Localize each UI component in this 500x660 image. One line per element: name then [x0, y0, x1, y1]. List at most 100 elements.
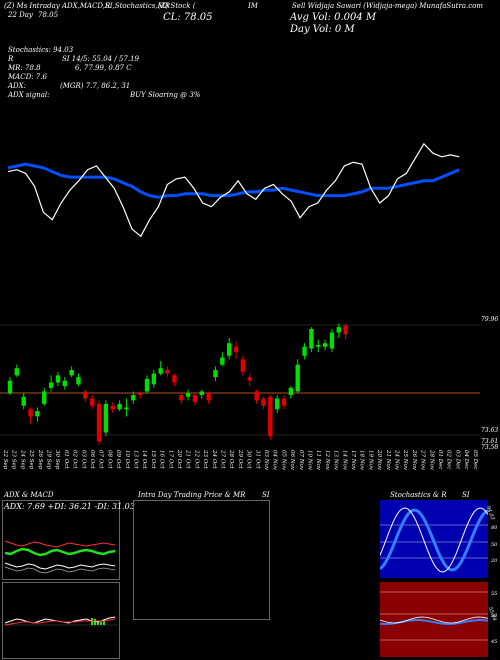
minus-di-line [4, 540, 116, 548]
header-last: 78.05 [38, 11, 59, 19]
stochastics-chart [380, 500, 489, 578]
adx-label: ADX: [8, 82, 27, 90]
date-tick-label: 28 Nov [428, 449, 434, 470]
mrsi-value: MR: 78.8 [8, 64, 41, 72]
price-label-low1: 73.63 [481, 427, 499, 434]
avg-volume: Avg Vol: 0.004 M [290, 12, 377, 23]
date-tick-label: 31 Oct [254, 450, 260, 469]
date-tick-label: 11 Nov [315, 450, 321, 470]
date-tick-label: 23 Sep [11, 449, 17, 470]
candle-body [55, 375, 61, 383]
mrsi-values: 6, 77.99, 0.87 C [75, 64, 132, 72]
adx-chart [4, 540, 116, 574]
date-tick-label: 05 Dec [472, 450, 478, 470]
stochastics-value: Stochastics: 94.03 [8, 46, 74, 54]
date-tick-label: 03 Nov [263, 450, 269, 470]
date-tick-label: 24 Oct [211, 449, 217, 469]
close-price: CL: 78.05 [163, 12, 213, 23]
date-tick-label: 17 Oct [167, 450, 173, 469]
date-tick-label: 29 Sep [46, 449, 52, 470]
date-tick-label: 20 Nov [376, 449, 382, 470]
candle-body [247, 377, 252, 381]
candle-body [336, 327, 341, 333]
date-tick-label: 24 Sep [19, 449, 25, 470]
header-title: (Z) Ms Intraday ADX,MACD,R [4, 2, 111, 10]
header-code: IM [248, 2, 258, 10]
date-tick-label: 19 Nov [367, 450, 373, 470]
candle-body [185, 393, 191, 397]
candle-body [316, 345, 321, 347]
date-tick-label: 25 Nov [402, 449, 408, 470]
candle-body [28, 409, 33, 417]
date-tick-label: 06 Oct [89, 450, 95, 469]
candle-body [48, 382, 54, 388]
date-tick-label: 01 Oct [63, 450, 69, 469]
stoch-level-50: 50 [491, 542, 498, 548]
date-tick-label: 26 Nov [411, 449, 417, 470]
adx-line [4, 562, 116, 570]
header-indicators: SI,Stochastics,MR [105, 2, 171, 10]
date-tick-label: 18 Nov [359, 450, 365, 470]
date-tick-label: 03 Oct [80, 450, 86, 469]
rsi-line [380, 616, 489, 624]
date-tick-label: 02 Dec [446, 450, 452, 470]
candle-body [274, 398, 280, 410]
candle-body [295, 364, 300, 392]
candle-body [103, 403, 109, 433]
date-tick-label: 13 Nov [333, 450, 339, 470]
intraday-panel-title: Intra Day Trading Price & MR [138, 491, 246, 499]
rsi-level-50: 50 [491, 613, 498, 619]
candle-body [261, 398, 266, 406]
date-tick-label: 04 Nov [272, 450, 278, 470]
date-tick-label: 23 Oct [202, 449, 208, 469]
candle-body [144, 378, 150, 392]
stoch-level-80: 80 [491, 525, 498, 531]
candle-body [110, 405, 115, 410]
candle-body [220, 357, 225, 365]
candle-body [117, 403, 122, 410]
rsi-level-55: 55 [491, 591, 498, 597]
adx-signal-label: ADX signal: [8, 91, 50, 99]
candle-body [329, 332, 335, 349]
candle-body [76, 377, 81, 385]
date-tick-label: 12 Nov [324, 450, 330, 470]
price-label-low3: 73.58 [481, 444, 499, 451]
candle-body [240, 359, 246, 372]
date-tick-label: 16 Oct [159, 450, 165, 469]
macd-value: MACD: 7.6 [8, 73, 47, 81]
date-tick-label: 07 Oct [98, 450, 104, 469]
date-tick-label: 21 Oct [185, 449, 191, 469]
candle-body [69, 370, 74, 376]
candle-body [268, 396, 273, 437]
candle-body [199, 391, 204, 395]
date-tick-label: 30 Oct [246, 450, 252, 469]
price-label-top: 79.96 [481, 316, 499, 323]
stoch-panel-title: Stochastics & R [390, 491, 447, 499]
date-tick-label: 10 Oct [124, 450, 130, 469]
intraday-panel-si: SI [262, 491, 270, 499]
candle-body [227, 343, 232, 356]
date-tick-label: 15 Oct [150, 450, 156, 469]
header-source: Sell Widjaja Sawari (Widjaja-mega) Munaf… [292, 2, 484, 10]
stoch-k-line [380, 507, 489, 573]
date-tick-label: 29 Oct [237, 449, 243, 469]
date-tick-label: 07 Nov [298, 450, 304, 470]
candle-body [35, 411, 40, 417]
macd-histogram-bar [103, 620, 105, 625]
stoch-level-20: 20 [491, 558, 498, 564]
candle-body [343, 325, 348, 335]
candle-body [7, 380, 13, 394]
date-tick-label: 24 Nov [394, 449, 400, 470]
adx-panel [2, 500, 120, 580]
candle-body [309, 328, 314, 349]
candle-body [288, 387, 294, 395]
date-tick-label: 25 Sep [28, 449, 34, 470]
intraday-panel [133, 500, 270, 620]
signal-line [7, 162, 460, 199]
indicator-line [7, 142, 460, 238]
date-tick-label: 04 Dec [463, 450, 469, 470]
candle-body [14, 368, 20, 376]
stoch-d-line [380, 508, 489, 572]
candle-body [42, 391, 47, 404]
candle-body [165, 370, 170, 374]
